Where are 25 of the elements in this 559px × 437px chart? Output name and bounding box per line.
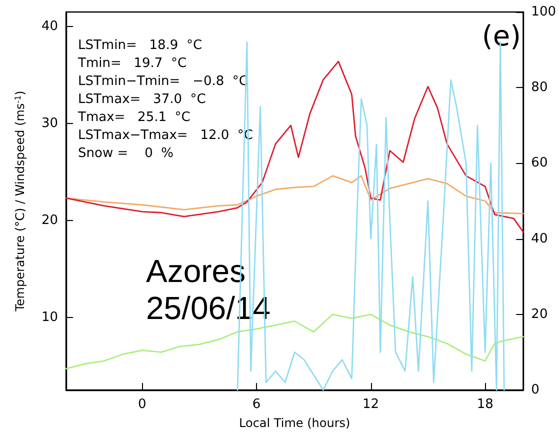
y-tick-label: 10	[41, 310, 58, 325]
y2-tick-label: 40	[531, 231, 548, 246]
x-axis-title: Local Time (hours)	[238, 416, 350, 430]
y-tick-label: 40	[41, 19, 58, 34]
y-axis-title: Temperature (°C) / Windspeed (ms-1)	[13, 90, 27, 312]
y-tick-label: 20	[41, 212, 58, 228]
annotation: (e)	[482, 20, 522, 52]
annotation: LSTmin= 18.9 °C	[78, 38, 202, 53]
x-tick-label: 18	[476, 397, 494, 412]
y-tick-label: 30	[41, 116, 58, 131]
y2-tick-label: 80	[531, 80, 548, 96]
x-tick-label: 0	[138, 397, 146, 412]
y2-tick-label: 100	[531, 4, 556, 20]
annotation: Tmin= 19.7 °C	[77, 56, 187, 71]
x-tick-label: 12	[362, 397, 380, 412]
annotation: 25/06/14	[146, 290, 271, 326]
y2-tick-label: 20	[531, 306, 548, 322]
annotation: LSTmax= 37.0 °C	[78, 92, 206, 107]
y2-tick-label: 0	[531, 382, 540, 398]
x-tick-label: 6	[252, 397, 261, 412]
annotation: Azores	[146, 253, 246, 289]
y2-tick-label: 60	[531, 156, 548, 171]
line-series	[65, 175, 524, 214]
annotation: Tmax= 25.1 °C	[77, 110, 190, 125]
annotation: Snow = 0 %	[78, 146, 174, 161]
